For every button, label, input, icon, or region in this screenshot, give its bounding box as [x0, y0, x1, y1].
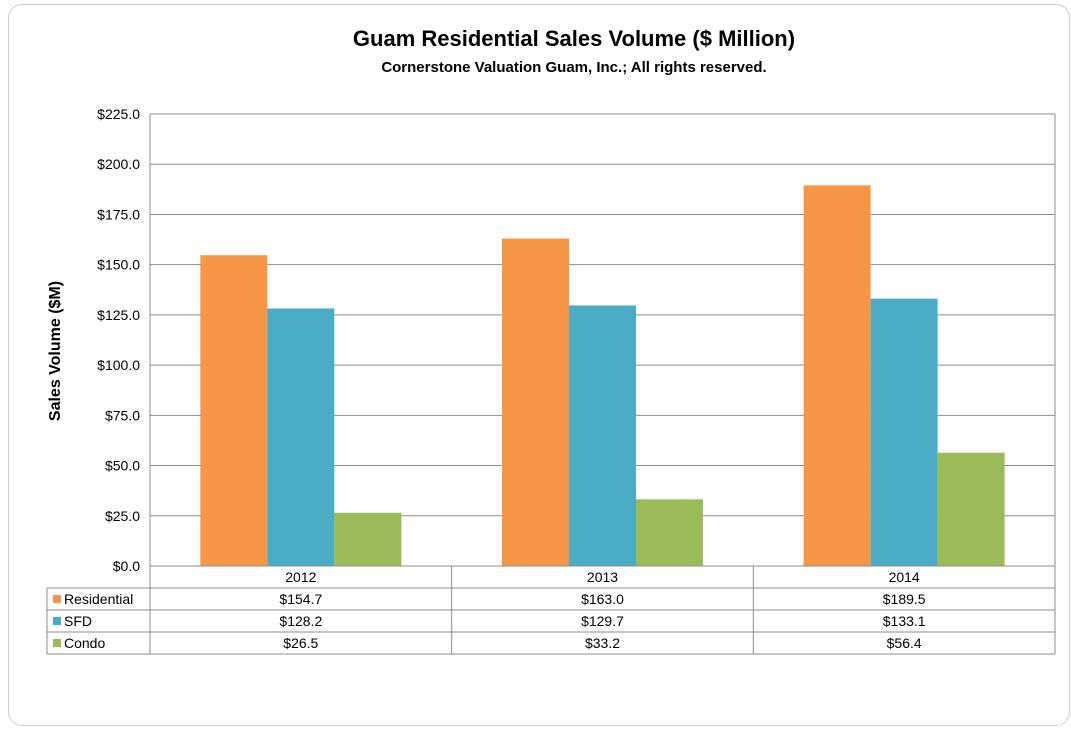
y-tick-label: $50.0	[105, 458, 140, 474]
y-tick-label: $125.0	[97, 307, 140, 323]
legend-label-condo: Condo	[64, 635, 105, 651]
y-tick-label: $225.0	[97, 106, 140, 122]
bar-sfd-2012	[267, 308, 335, 566]
legend-label-residential: Residential	[64, 591, 133, 607]
x-tick-label: 2014	[889, 569, 920, 585]
y-tick-label: $25.0	[105, 508, 140, 524]
bar-condo-2014	[937, 452, 1005, 566]
data-label: $189.5	[883, 591, 926, 607]
y-tick-label: $75.0	[105, 407, 140, 423]
bars	[200, 185, 1005, 566]
y-tick-label: $200.0	[97, 156, 140, 172]
data-label: $33.2	[585, 635, 620, 651]
bar-sfd-2013	[569, 305, 636, 566]
x-tick-label: 2013	[587, 569, 618, 585]
legend-key-sfd	[53, 617, 61, 625]
data-label: $128.2	[279, 613, 322, 629]
data-table: 2012 2013 2014 Residential $154.7 $163.0 $189.…	[46, 565, 1056, 655]
y-axis-label: Sales Volume ($M)	[47, 281, 64, 421]
y-tick-label: $150.0	[97, 257, 140, 273]
chart-subtitle: Cornerstone Valuation Guam, Inc.; All ri…	[381, 59, 766, 76]
x-tick-label: 2012	[285, 569, 316, 585]
y-tick-label: $0.0	[113, 558, 140, 574]
bar-condo-2013	[636, 499, 703, 566]
bar-condo-2012	[334, 512, 402, 566]
data-label: $133.1	[883, 613, 926, 629]
data-label: $56.4	[887, 635, 922, 651]
data-label: $163.0	[581, 591, 624, 607]
data-label: $129.7	[581, 613, 624, 629]
bar-residential-2013	[502, 238, 569, 566]
bar-residential-2014	[803, 185, 871, 566]
y-tick-label: $100.0	[97, 357, 140, 373]
bar-residential-2012	[200, 255, 268, 566]
chart-title: Guam Residential Sales Volume ($ Million…	[353, 26, 795, 51]
bar-sfd-2014	[870, 298, 938, 566]
data-label: $26.5	[283, 635, 318, 651]
data-label: $154.7	[279, 591, 322, 607]
legend-label-sfd: SFD	[64, 613, 92, 629]
legend-key-residential	[53, 595, 61, 603]
y-tick-label: $175.0	[97, 206, 140, 222]
legend-key-condo	[53, 639, 61, 647]
